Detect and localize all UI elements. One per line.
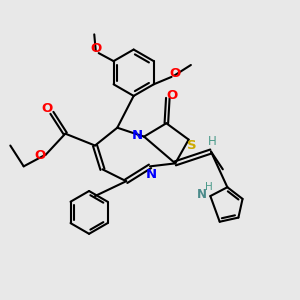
Text: O: O: [34, 149, 46, 162]
Text: H: H: [208, 136, 217, 148]
Text: O: O: [167, 88, 178, 101]
Text: N: N: [132, 129, 143, 142]
Text: O: O: [90, 42, 101, 55]
Text: N: N: [146, 168, 157, 181]
Text: N: N: [197, 188, 207, 201]
Text: S: S: [188, 139, 197, 152]
Text: O: O: [42, 102, 53, 115]
Text: O: O: [169, 67, 180, 80]
Text: H: H: [205, 182, 213, 192]
